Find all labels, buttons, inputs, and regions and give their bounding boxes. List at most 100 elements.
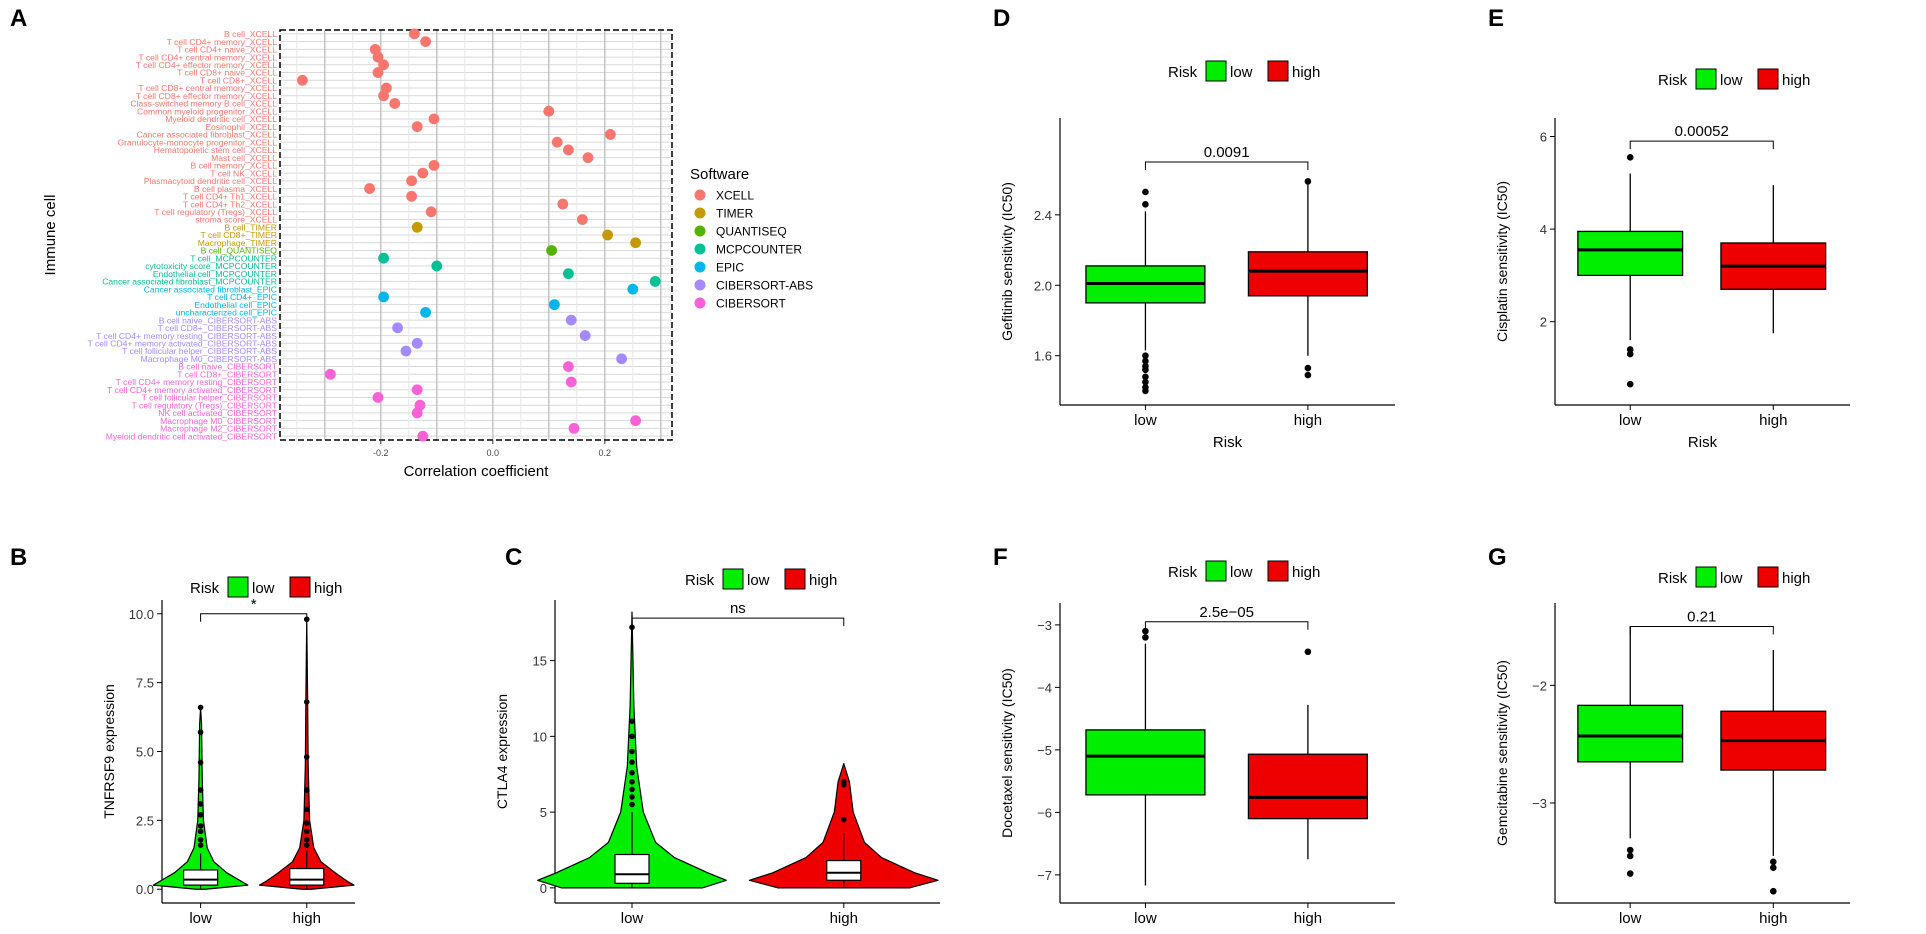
y-tick-label: 2.5 — [136, 813, 154, 828]
outlier-point — [1626, 346, 1634, 353]
data-point — [411, 221, 423, 233]
data-point — [605, 129, 616, 140]
y-tick-label: Cancer associated fibroblast_XCELL — [137, 130, 278, 140]
outlier-point — [1142, 378, 1149, 386]
legend-key-low — [1205, 560, 1227, 582]
y-tick-label: T cell regulatory (Tregs)_CIBERSORT — [132, 400, 278, 410]
data-point — [417, 430, 429, 442]
y-tick-label: Mast cell_XCELL — [211, 153, 277, 163]
y-tick-label: T cell CD8+_CIBERSORT-ABS — [158, 323, 278, 333]
outlier-point — [629, 624, 635, 631]
legend-key-timer — [694, 207, 706, 219]
data-point — [297, 74, 308, 86]
y-tick-label: T cell follicular helper_CIBERSORT-ABS — [122, 346, 277, 356]
y-tick-label: T cell CD4+ memory activated_CIBERSORT-A… — [87, 339, 277, 349]
outlier-point — [629, 759, 635, 765]
y-tick-label: T cell CD4+ memory_XCELL — [167, 37, 278, 47]
box-low — [1577, 704, 1684, 763]
outlier-point — [1770, 858, 1777, 866]
y-tick-label: B cell_XCELL — [224, 29, 277, 39]
significance-bracket — [1144, 161, 1309, 171]
outlier-point — [1304, 371, 1312, 379]
y-tick-label: B cell plasma_XCELL — [194, 184, 277, 194]
y-tick-label: T cell CD8+_TIMER — [201, 230, 278, 240]
outlier-point — [1304, 648, 1312, 656]
outlier-point — [629, 786, 635, 793]
y-tick-label: 5 — [540, 805, 547, 820]
outlier-point — [303, 787, 310, 793]
y-axis-label: Cisplatin sensitivity (IC50) — [1494, 181, 1510, 342]
y-tick-label: T cell CD8+ central memory_XCELL — [138, 83, 277, 93]
legend-label-high: high — [809, 572, 837, 589]
legend-label: TIMER — [716, 207, 754, 221]
p-value-label: 0.21 — [1687, 609, 1716, 626]
chart-B: Risk low high 0.0 2.5 5.0 7.5 10.0 TNFRSF9 expre… — [101, 576, 355, 934]
data-point — [378, 59, 389, 71]
y-axis-label: Gefitinib sensitivity (IC50) — [999, 182, 1015, 341]
outlier-point — [840, 782, 847, 788]
data-point — [582, 152, 594, 164]
y-tick-label: T cell CD4+ memory resting_CIBERSORT-ABS — [96, 331, 277, 341]
panel-label-D: D — [993, 5, 1010, 32]
y-tick-label: −4 — [1037, 680, 1052, 695]
legend-title: Risk — [1168, 64, 1198, 81]
box-low — [1577, 230, 1684, 277]
y-tick-label: 2.4 — [1034, 208, 1052, 223]
legend-key-mcpcounter — [694, 243, 706, 255]
legend-label-high: high — [314, 580, 342, 597]
y-tick-label: B cell naive_CIBERSORT — [178, 362, 277, 372]
outlier-point — [1142, 373, 1149, 381]
y-tick-label: Cancer associated fibroblast_EPIC — [144, 284, 277, 294]
x-tick-label: high — [1759, 412, 1787, 429]
data-point — [406, 190, 417, 202]
data-point — [630, 237, 641, 249]
data-point — [565, 376, 577, 388]
y-tick-label: −6 — [1037, 805, 1052, 820]
outlier-point — [303, 828, 310, 835]
outlier-point — [303, 699, 310, 705]
y-tick-label: 10.0 — [129, 607, 154, 622]
x-tick-label: 0.2 — [599, 448, 612, 458]
chart-G: Risk low high −3 −2 Gemcitabine sensitivity (… — [1494, 566, 1850, 934]
panel-label-G: G — [1488, 544, 1507, 571]
y-axis-label: Docetaxel sensitivity (IC50) — [999, 668, 1015, 838]
legend-label: EPIC — [716, 261, 744, 275]
data-point — [579, 330, 591, 341]
data-point — [627, 283, 639, 295]
outlier-point — [629, 794, 635, 800]
legend-label: XCELL — [716, 189, 754, 203]
data-point — [372, 392, 384, 403]
significance-bracket — [1144, 621, 1309, 630]
y-tick-label: 2 — [1540, 315, 1547, 330]
x-tick-label: low — [1619, 412, 1642, 429]
box-low — [1085, 729, 1206, 796]
y-tick-label: Endothelial cell_MCPCOUNTER — [153, 269, 277, 279]
data-point — [400, 345, 412, 357]
y-tick-label: 1.6 — [1034, 349, 1052, 364]
x-tick-label: high — [293, 910, 321, 927]
y-tick-label: Eosinophil_XCELL — [205, 122, 277, 132]
data-point — [563, 361, 574, 372]
y-tick-label: stroma score_XCELL — [195, 215, 277, 225]
y-tick-label: Macrophage M2_CIBERSORT — [160, 424, 278, 434]
data-point — [411, 407, 423, 419]
data-point — [549, 299, 560, 311]
panel-label-B: B — [10, 544, 27, 571]
y-tick-label: −2 — [1532, 678, 1547, 693]
significance-bracket — [631, 617, 845, 627]
box-high — [1247, 251, 1369, 297]
legend-key-cibersort-abs — [694, 279, 706, 291]
legend-label-low: low — [1230, 564, 1253, 581]
data-point — [616, 353, 627, 365]
outlier-point — [1626, 846, 1634, 854]
outlier-point — [1304, 364, 1312, 372]
outlier-point — [629, 718, 635, 724]
data-point — [568, 422, 580, 434]
y-tick-label: T cell CD4+ Th2_XCELL — [183, 199, 277, 209]
x-axis-label: Correlation coefficient — [404, 463, 550, 480]
y-tick-label: Plasmacytoid dendritic cell_XCELL — [144, 176, 277, 186]
x-axis-label: Risk — [244, 932, 274, 934]
y-tick-label: T cell CD8+_CIBERSORT — [177, 369, 277, 379]
outlier-point — [629, 733, 635, 740]
x-axis-label: Risk — [1213, 932, 1243, 934]
